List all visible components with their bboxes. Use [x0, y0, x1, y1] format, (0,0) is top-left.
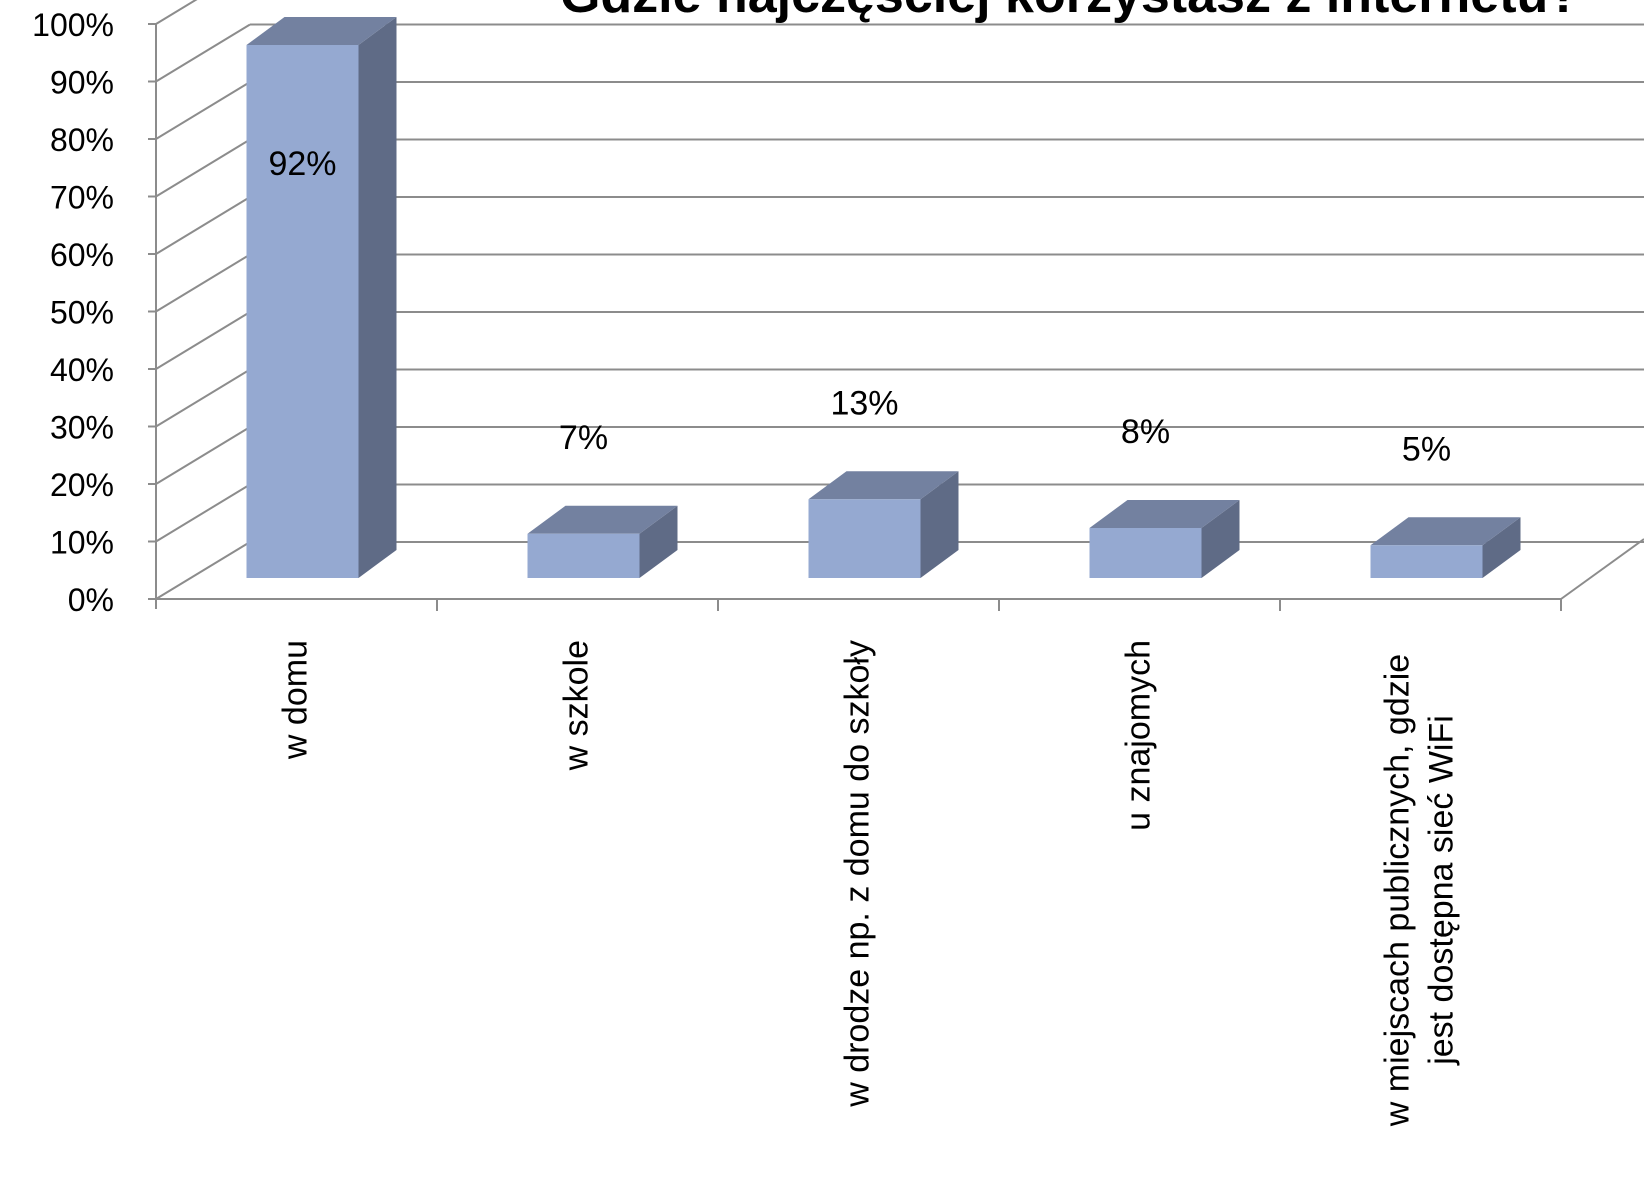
y-tick-label: 30%: [50, 410, 114, 446]
gridline-depth: [155, 541, 251, 600]
y-tick-label: 80%: [50, 122, 114, 158]
y-tick-label: 60%: [50, 237, 114, 273]
bar-side: [1482, 517, 1521, 578]
data-label: 5%: [1402, 430, 1451, 468]
gridline-depth: [155, 23, 251, 83]
gridline-depth: [155, 0, 198, 25]
floor-edge: [1560, 538, 1644, 600]
data-label: 13%: [830, 384, 898, 422]
bar-top: [1370, 517, 1521, 546]
gridline-depth: [155, 483, 251, 543]
y-tick-label: 100%: [32, 7, 114, 43]
data-label: 8%: [1121, 413, 1170, 451]
bar: [1089, 528, 1202, 578]
y-tick-label: 20%: [50, 467, 114, 503]
gridline-depth: [155, 426, 251, 485]
data-label: 92%: [268, 145, 336, 183]
y-tick-label: 0%: [68, 582, 114, 618]
y-tick-label: 10%: [50, 525, 114, 561]
gridline-depth: [155, 138, 251, 198]
y-tick-label: 90%: [50, 65, 114, 101]
bar: [527, 533, 640, 578]
bar-top: [1089, 500, 1240, 528]
gridline-depth: [155, 368, 251, 428]
y-tick-label: 40%: [50, 352, 114, 388]
gridline-depth: [155, 81, 251, 140]
gridline-depth: [155, 253, 251, 313]
chart-bars: [246, 17, 1521, 578]
bar: [1370, 545, 1483, 578]
chart-gridlines: [155, 0, 1644, 600]
bar: [246, 45, 359, 578]
bar-side: [920, 471, 959, 578]
category-label: w drodze np. z domu do szkoły: [839, 640, 877, 1108]
category-label: u znajomych: [1120, 640, 1158, 831]
bar-side: [1201, 500, 1240, 578]
chart-labels: 0% 10% 20% 30% 40% 50% 60% 70% 80% 90% 100% 92% w do…: [32, 7, 1460, 1127]
bar-side: [639, 505, 678, 578]
bar-top: [808, 471, 959, 500]
gridline-depth: [155, 196, 251, 255]
category-label: w szkole: [558, 640, 596, 771]
gridline-depth: [155, 311, 251, 370]
category-label: w miejscach publicznych, gdzie: [1379, 654, 1417, 1127]
category-label: w domu: [277, 640, 315, 760]
chart-axes: [148, 23, 1644, 611]
bar-top: [246, 17, 397, 45]
bar-top: [527, 505, 678, 534]
y-tick-label: 50%: [50, 295, 114, 331]
bar-side: [358, 17, 397, 578]
category-label: jest dostępna sieć WiFi: [1423, 715, 1461, 1066]
bar: [808, 499, 921, 578]
chart-title: Gdzie najczęściej korzystasz z internetu…: [560, 0, 1580, 24]
y-tick-label: 70%: [50, 180, 114, 216]
data-label: 7%: [559, 419, 608, 457]
